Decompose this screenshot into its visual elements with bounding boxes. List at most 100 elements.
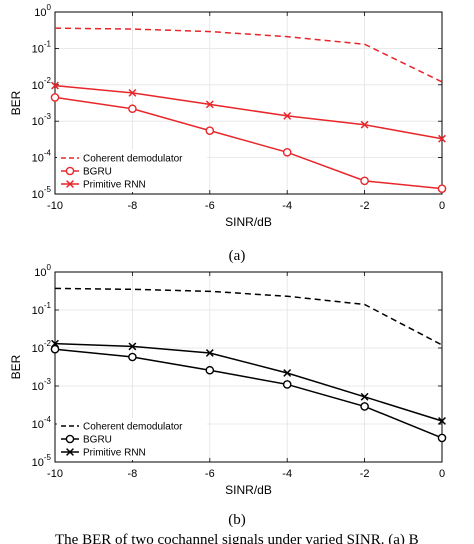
y-tick-base: 10 (32, 305, 44, 317)
y-tick-base: 10 (34, 267, 46, 279)
series-coherent-demodulator (54, 27, 443, 83)
legend-box (57, 418, 207, 460)
marker-cross (51, 339, 59, 348)
marker-circle (437, 184, 447, 193)
figure-caption: The BER of two cochannel signals under v… (55, 532, 419, 544)
y-tick-base: 10 (32, 381, 44, 393)
legend-label: Primitive RNN (83, 448, 146, 459)
marker-circle (205, 365, 215, 375)
y-tick-label: 100 (34, 263, 51, 279)
y-tick-label: 10-1 (32, 39, 52, 55)
y-tick-base: 10 (32, 419, 44, 431)
y-axis-label: BER (9, 354, 23, 379)
axes-frame (54, 271, 443, 463)
y-tick-base: 10 (32, 153, 44, 165)
marker-cross-stroke (51, 81, 59, 90)
series-bgru (50, 93, 447, 193)
marker-circle (282, 147, 292, 157)
y-tick-label: 100 (34, 3, 51, 19)
y-tick-base: 10 (32, 43, 44, 55)
panel-label-a: (a) (229, 248, 246, 264)
y-tick-base: 10 (32, 189, 44, 201)
marker-circle (128, 104, 137, 114)
series-line (54, 342, 443, 422)
marker-cross (283, 111, 292, 120)
y-tick-exponent: -4 (44, 149, 52, 158)
marker-cross (128, 342, 137, 351)
legend: Coherent demodulator BGRU Primitive RNN (57, 150, 207, 192)
series-primitive-rnn (51, 81, 446, 143)
y-tick-exponent: -1 (44, 301, 52, 310)
marker-cross (128, 88, 137, 97)
marker-cross-stroke (51, 339, 59, 348)
marker-cross-stroke (66, 180, 74, 188)
x-tick-label: -10 (47, 200, 63, 212)
x-tick-label: -2 (360, 200, 370, 212)
y-tick-exponent: -4 (44, 415, 52, 424)
marker-cross (51, 81, 59, 90)
series-line (54, 287, 443, 346)
x-tick-label: -2 (360, 468, 370, 480)
marker-cross-stroke (128, 88, 137, 97)
y-tick-label: 10-3 (32, 112, 52, 128)
marker-circle (282, 380, 292, 389)
marker-cross-stroke (283, 369, 292, 377)
series-line (54, 96, 443, 190)
legend-box (57, 150, 207, 192)
y-tick-label: 10-5 (32, 185, 52, 201)
legend-label: BGRU (83, 167, 112, 178)
marker-cross (205, 100, 214, 109)
x-tick-label: -4 (282, 468, 292, 480)
legend-label: BGRU (83, 435, 112, 446)
marker-cross-stroke (283, 111, 292, 120)
marker-circle (65, 434, 75, 444)
marker-circle (128, 352, 137, 362)
series-coherent-demodulator (54, 287, 443, 346)
x-tick-label: 0 (439, 468, 445, 480)
x-tick-label: -6 (205, 468, 215, 480)
series-line (54, 84, 443, 140)
marker-cross-stroke (438, 417, 446, 425)
legend-label: Coherent demodulator (83, 154, 183, 165)
marker-cross-stroke (128, 342, 137, 351)
marker-circle (205, 126, 215, 135)
marker-circle (437, 433, 447, 443)
y-tick-label: 10-4 (32, 149, 52, 165)
y-tick-label: 10-2 (32, 339, 52, 355)
marker-cross (360, 120, 369, 129)
marker-cross (66, 448, 74, 456)
x-tick-label: -4 (282, 200, 292, 212)
marker-circle (360, 176, 369, 186)
y-tick-label: 10-1 (32, 301, 52, 317)
marker-cross (438, 417, 446, 425)
y-tick-exponent: -3 (44, 377, 52, 386)
y-tick-exponent: -1 (44, 39, 52, 48)
legend-label: Primitive RNN (83, 180, 146, 191)
y-tick-label: 10-3 (32, 377, 52, 393)
axes-frame (54, 11, 443, 195)
marker-cross (283, 369, 292, 377)
y-axis-label: BER (9, 90, 23, 115)
y-tick-base: 10 (34, 7, 46, 19)
y-tick-base: 10 (32, 80, 44, 92)
series-bgru (50, 344, 447, 443)
y-tick-exponent: -5 (44, 453, 52, 462)
y-tick-base: 10 (32, 343, 44, 355)
y-tick-label: 10-2 (32, 76, 52, 92)
x-tick-label: -10 (47, 468, 63, 480)
marker-cross (438, 134, 446, 143)
x-tick-label: -6 (205, 200, 215, 212)
marker-cross-stroke (438, 134, 446, 143)
marker-cross-stroke (205, 349, 214, 357)
marker-cross-stroke (360, 120, 369, 129)
marker-cross (205, 349, 214, 357)
marker-cross-stroke (205, 100, 214, 109)
panel-label-b: (b) (228, 512, 246, 528)
x-axis-label: SINR/dB (225, 215, 272, 229)
y-tick-label: 10-5 (32, 453, 52, 469)
series-line (54, 348, 443, 439)
marker-circle (50, 344, 60, 354)
y-tick-exponent: -2 (44, 76, 52, 85)
y-tick-exponent: -3 (44, 112, 52, 121)
